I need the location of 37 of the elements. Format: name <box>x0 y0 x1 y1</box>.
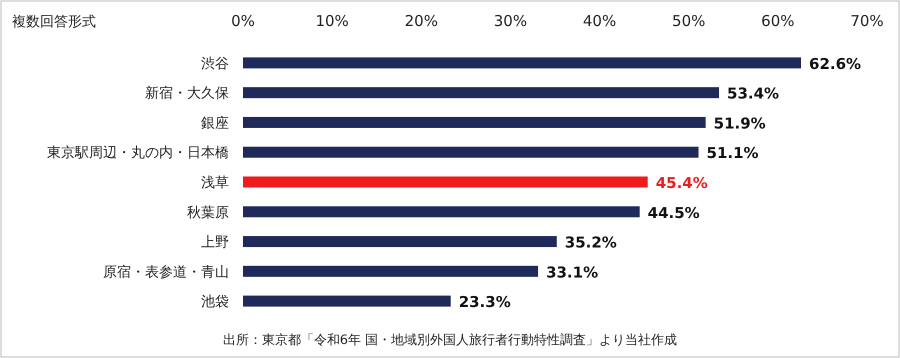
bar <box>243 296 451 307</box>
bar <box>243 236 557 248</box>
bar <box>243 176 648 188</box>
title: 複数回答形式 <box>12 14 96 30</box>
data-label: 53.4% <box>727 84 780 103</box>
bar <box>243 266 538 277</box>
data-label: 51.1% <box>706 144 759 162</box>
x-tick-label: 20% <box>404 12 438 30</box>
y-tick-label: 新宿・大久保 <box>145 86 229 102</box>
x-tick-label: 10% <box>315 12 349 30</box>
bar <box>243 206 640 218</box>
x-tick-label: 40% <box>582 12 616 30</box>
bar <box>243 116 706 128</box>
data-label: 23.3% <box>458 293 511 312</box>
x-tick-label: 30% <box>494 12 528 30</box>
x-tick-label: 50% <box>672 12 706 30</box>
bar <box>243 57 802 68</box>
x-tick-label: 70% <box>850 12 884 30</box>
data-label: 44.5% <box>648 204 700 222</box>
y-tick-label: 銀座 <box>201 115 229 132</box>
bar <box>243 87 720 98</box>
data-label: 62.6% <box>809 54 862 73</box>
x-tick-label: 0% <box>231 12 255 30</box>
x-tick-label: 60% <box>761 12 795 30</box>
data-label: 45.4% <box>656 174 708 192</box>
y-tick-label: 上野 <box>201 234 229 251</box>
y-tick-label: 秋葉原 <box>187 204 229 221</box>
y-tick-label: 浅草 <box>201 175 229 191</box>
text: 出所：東京都「令和6年 国・地域別外国人旅行者行動特性調査」より当社作成 <box>222 333 678 348</box>
bar <box>243 146 699 158</box>
y-tick-label: 東京駅周辺・丸の内・日本橋 <box>47 145 229 162</box>
y-tick-label: 渋谷 <box>201 56 229 72</box>
data-label: 35.2% <box>564 234 617 252</box>
y-tick-label: 原宿・表参道・青山 <box>103 264 229 280</box>
y-tick-label: 池袋 <box>201 294 229 310</box>
data-label: 51.9% <box>714 114 766 132</box>
data-label: 33.1% <box>546 263 598 282</box>
